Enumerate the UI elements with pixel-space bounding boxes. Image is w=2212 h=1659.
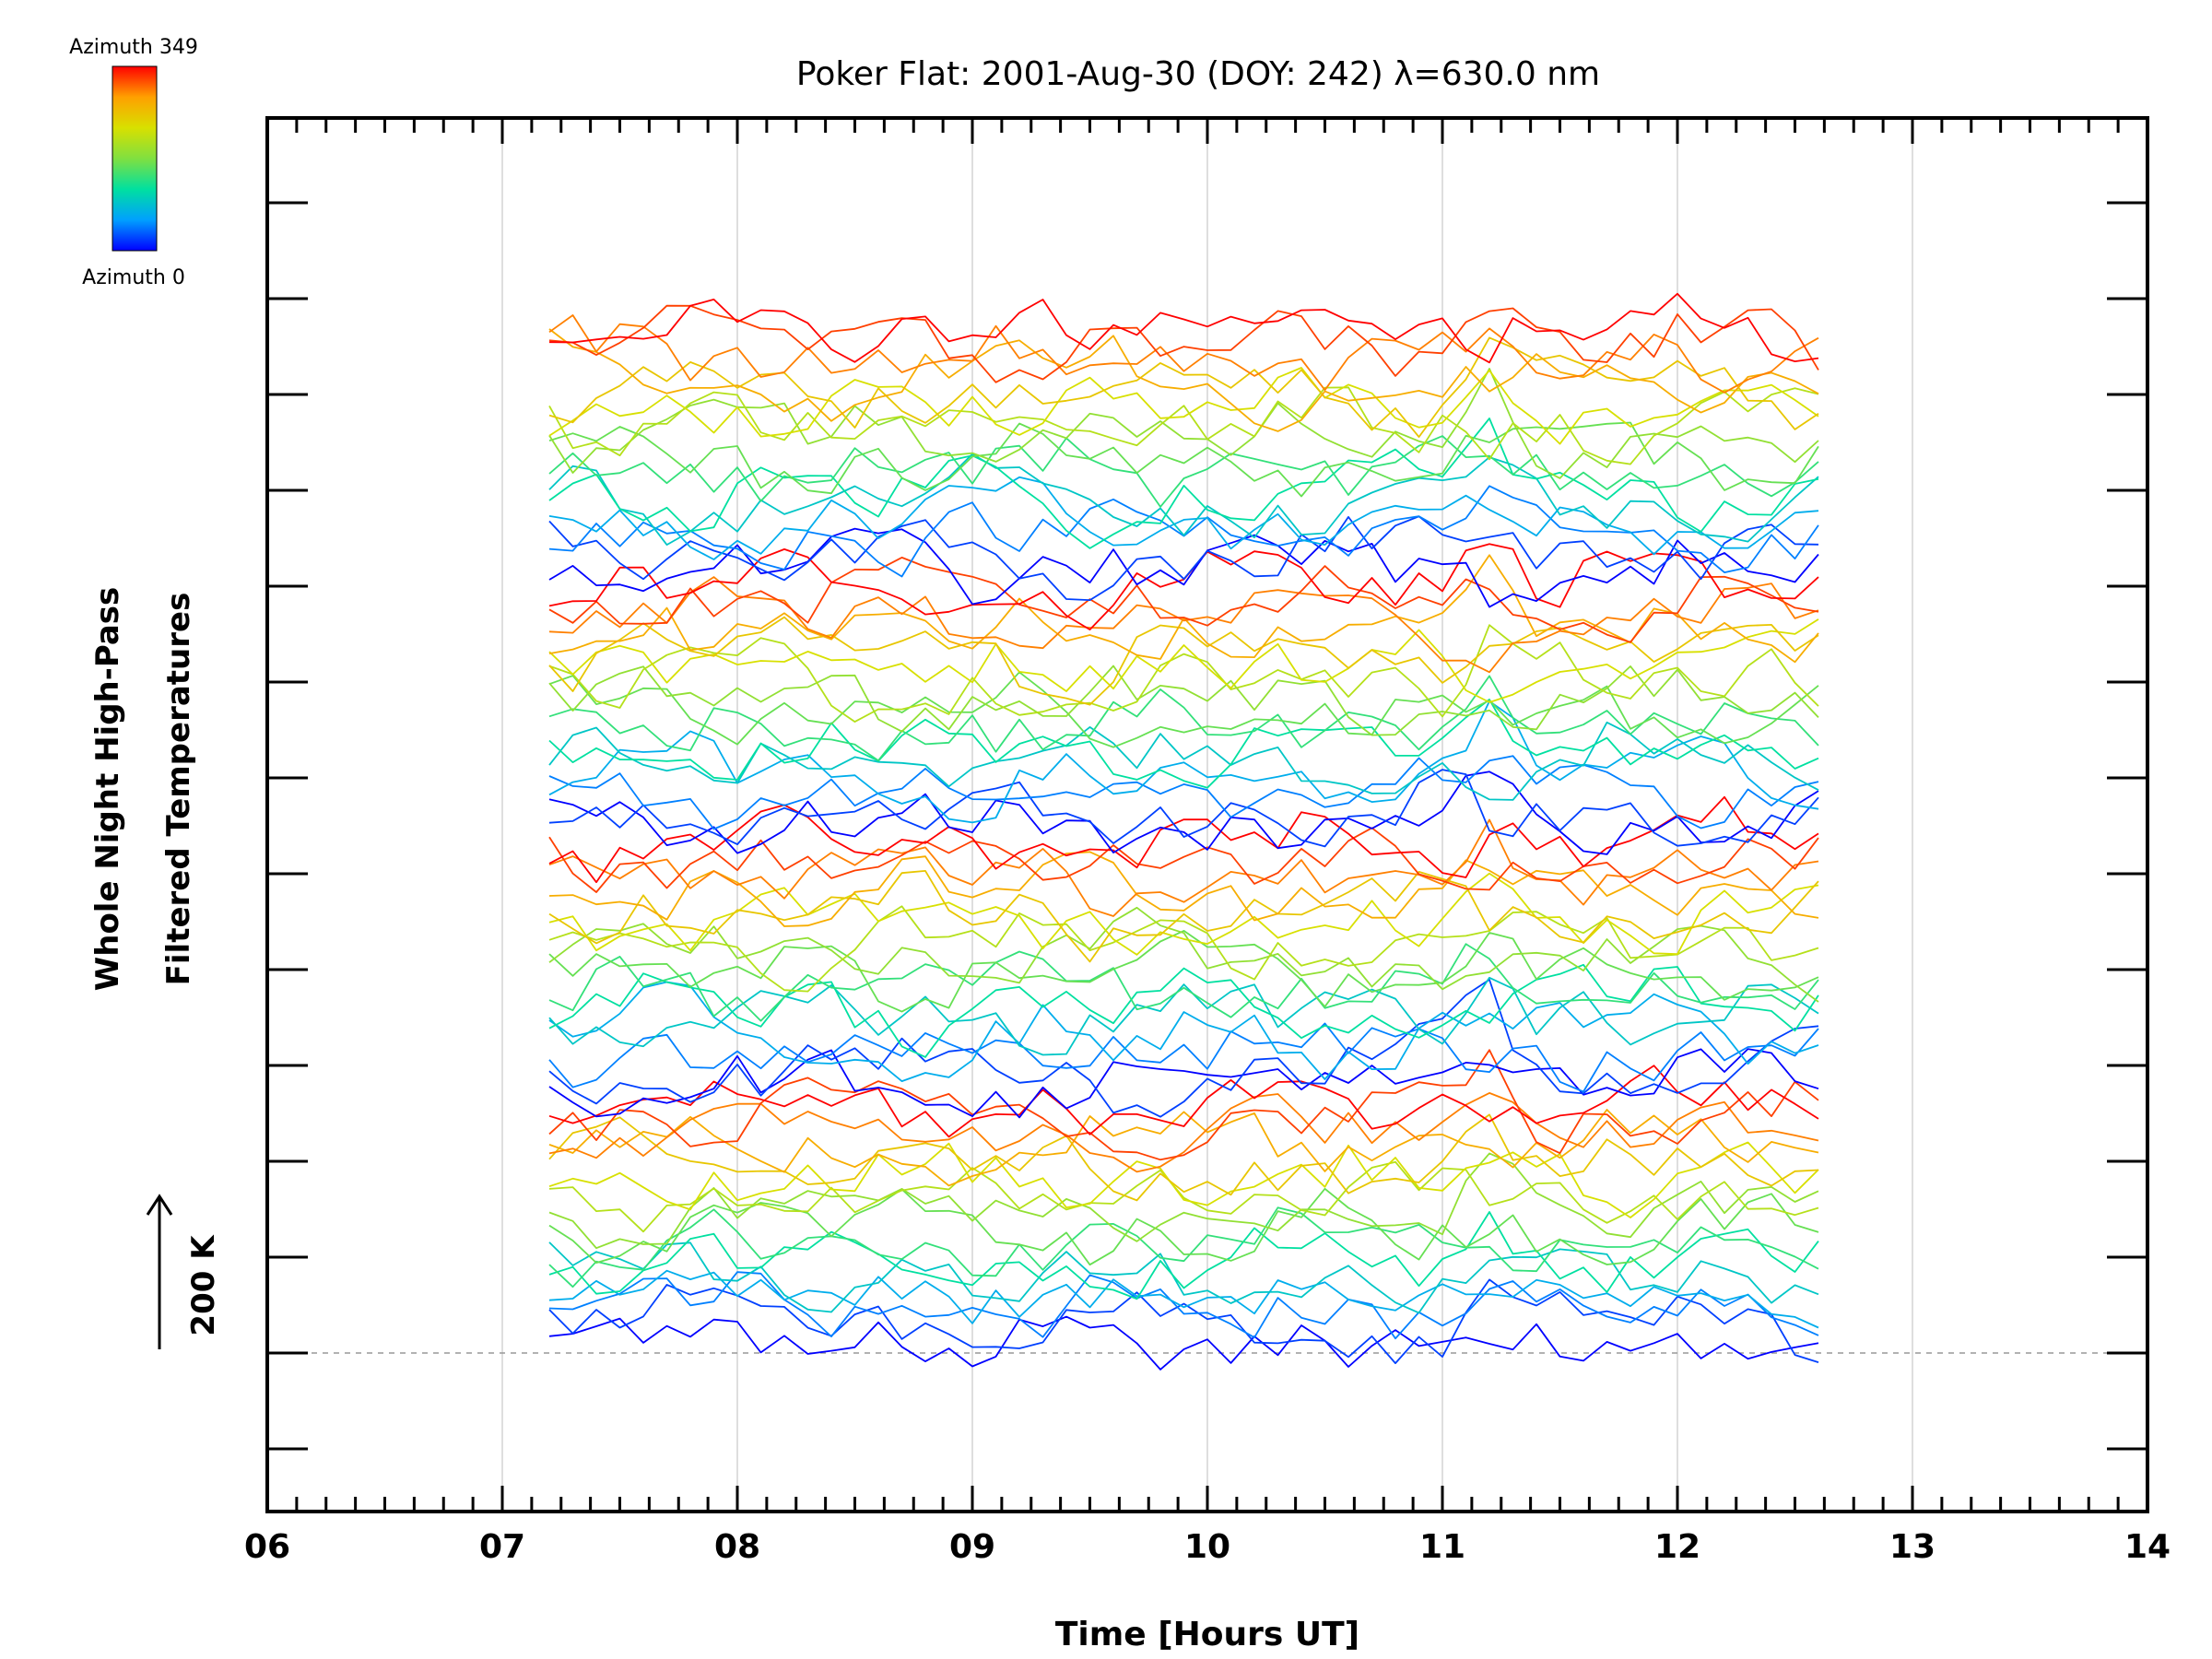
x-tick-label: 10 <box>1184 1528 1230 1566</box>
trace-line <box>548 476 1819 560</box>
x-tick-label: 07 <box>479 1528 525 1566</box>
trace-line <box>548 930 1819 1013</box>
trace-line <box>548 1048 1819 1119</box>
trace-line <box>548 699 1819 789</box>
colorbar-bottom-label: Azimuth 0 <box>82 266 185 289</box>
axes <box>265 116 2149 1513</box>
trace-line <box>548 1269 1819 1329</box>
trace-line <box>548 557 1819 643</box>
trace-line <box>548 616 1819 706</box>
x-tick-label: 09 <box>949 1528 995 1566</box>
trace-line <box>548 515 1819 601</box>
trace-line <box>548 1187 1819 1266</box>
trace-line <box>548 618 1819 703</box>
trace-line <box>548 870 1819 963</box>
trace-line <box>548 700 1819 824</box>
trace-line <box>548 1152 1819 1250</box>
trace-line <box>548 818 1819 917</box>
traces <box>548 292 1819 1371</box>
trace-line <box>548 1113 1819 1202</box>
trace-line <box>548 1271 1819 1340</box>
trace-line <box>548 1065 1819 1138</box>
trace-line <box>548 851 1819 927</box>
trace-line <box>548 1109 1819 1187</box>
y-axis-label-line2: Filtered Temperatures <box>160 593 197 986</box>
x-tick-label: 06 <box>244 1528 290 1566</box>
trace-line <box>548 1049 1819 1161</box>
trace-line <box>548 769 1819 848</box>
trace-line <box>548 336 1819 439</box>
x-axis-label: Time [Hours UT] <box>1055 1616 1359 1653</box>
trace-line <box>548 527 1819 608</box>
trace-line <box>548 576 1819 674</box>
trace-line <box>548 1022 1819 1093</box>
trace-line <box>548 1092 1819 1173</box>
trace-line <box>548 1241 1819 1314</box>
trace-line <box>548 905 1819 993</box>
x-tick-label: 12 <box>1654 1528 1700 1566</box>
colorbar-gradient <box>112 65 158 252</box>
trace-line <box>548 1206 1819 1288</box>
x-tick-label: 14 <box>2124 1528 2171 1566</box>
colorbar: Azimuth 349 Azimuth 0 <box>69 36 198 289</box>
trace-line <box>548 976 1819 1056</box>
trace-line <box>548 771 1819 855</box>
x-tick-label: 13 <box>1889 1528 1936 1566</box>
trace-line <box>548 435 1819 508</box>
trace-line <box>548 675 1819 762</box>
trace-line <box>548 328 1819 432</box>
x-tick-label: 11 <box>1419 1528 1465 1566</box>
scale-bar: 200 K <box>146 1194 222 1349</box>
trace-line <box>548 665 1819 736</box>
chart-title: Poker Flat: 2001-Aug-30 (DOY: 242) λ=630… <box>796 55 1600 93</box>
trace-line <box>548 795 1819 884</box>
trace-line <box>548 304 1819 383</box>
trace-line <box>548 979 1819 1118</box>
x-tick-label: 08 <box>714 1528 760 1566</box>
y-axis-label-line1: Whole Night High-Pass <box>89 587 126 992</box>
trace-line <box>548 872 1819 956</box>
trace-line <box>548 943 1819 1022</box>
trace-line <box>548 906 1819 1003</box>
trace-line <box>548 1315 1819 1371</box>
scale-arrow-head <box>146 1194 173 1216</box>
trace-line <box>548 314 1819 394</box>
trace-line <box>548 368 1819 479</box>
trace-line <box>548 292 1819 364</box>
trace-line <box>548 671 1819 748</box>
trace-line <box>548 827 1819 893</box>
scale-bar-label: 200 K <box>185 1234 222 1336</box>
x-tick-labels: 06 07 08 09 10 11 12 13 14 <box>244 1528 2171 1566</box>
trace-line <box>548 367 1819 445</box>
trace-line <box>548 421 1819 498</box>
trace-line <box>548 1278 1819 1364</box>
colorbar-top-label: Azimuth 349 <box>69 36 198 59</box>
trace-line <box>548 755 1819 830</box>
trace-line <box>548 963 1819 1058</box>
trace-line <box>548 1141 1819 1218</box>
trace-line <box>548 418 1819 549</box>
trace-line <box>548 981 1819 1082</box>
trace-line <box>548 1211 1819 1300</box>
trace-line <box>548 624 1819 723</box>
trace-line <box>548 386 1819 465</box>
trace-line <box>548 1160 1819 1233</box>
